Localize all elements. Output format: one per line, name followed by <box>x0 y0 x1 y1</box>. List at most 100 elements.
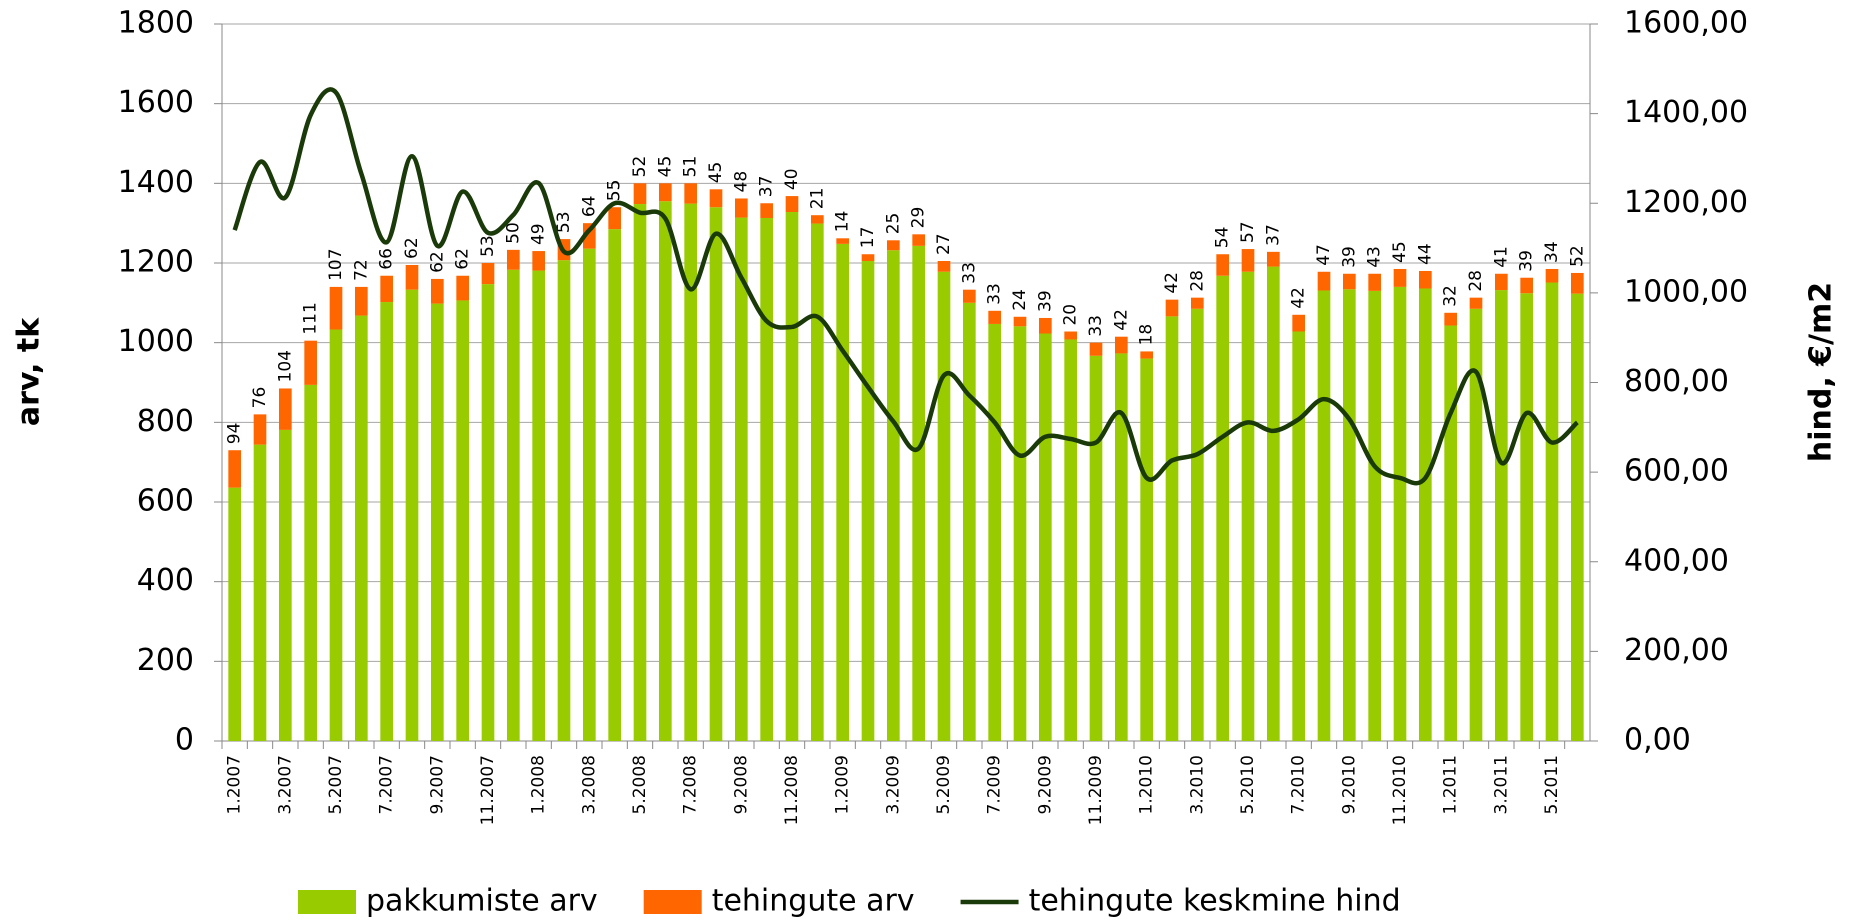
data-label: 28 <box>1466 270 1486 292</box>
bar-segment <box>304 340 317 385</box>
bar-segment <box>1089 355 1103 741</box>
data-label: 55 <box>605 180 625 202</box>
bar-segment <box>1241 249 1255 272</box>
bar-segment <box>709 207 723 741</box>
data-label: 53 <box>554 211 574 233</box>
data-label: 37 <box>757 176 777 198</box>
data-label: 76 <box>250 387 270 409</box>
bar-segment <box>1089 342 1103 356</box>
bar-segment <box>887 250 900 741</box>
bar-segment <box>329 329 343 741</box>
data-label: 45 <box>1390 241 1410 263</box>
y-tick-label: 1400 <box>118 165 194 200</box>
data-label: 44 <box>1415 243 1435 265</box>
data-label: 111 <box>301 302 321 334</box>
bar-segment <box>760 217 773 741</box>
bar-segment <box>456 275 469 301</box>
bar-segment <box>1292 314 1305 332</box>
data-label: 53 <box>478 235 498 257</box>
bar-segment <box>659 183 672 202</box>
y-axis-title: arv, tk <box>12 317 47 426</box>
bar-segment <box>431 303 444 741</box>
y-tick-label: 600 <box>137 484 194 519</box>
x-tick-label: 5.2010 <box>1238 755 1258 814</box>
y-tick-label: 1000 <box>118 324 194 359</box>
y2-tick-label: 800,00 <box>1624 364 1729 399</box>
bar-segment <box>1292 331 1305 741</box>
bar-segment <box>1343 273 1356 290</box>
legend-label: tehingute keskmine hind <box>1029 884 1401 919</box>
bar-segment <box>1013 326 1027 741</box>
bar-segment <box>304 384 317 741</box>
x-tick-label: 9.2008 <box>731 755 751 814</box>
bar-segment <box>431 278 444 304</box>
legend-label: pakkumiste arv <box>366 884 598 919</box>
bar-segment <box>912 245 925 741</box>
data-label: 57 <box>1238 221 1258 243</box>
x-tick-label: 3.2008 <box>579 755 599 814</box>
data-label: 14 <box>833 211 853 233</box>
bar-segment <box>785 212 799 742</box>
y2-tick-label: 0,00 <box>1624 723 1691 758</box>
bar-segment <box>1140 351 1153 359</box>
data-label: 25 <box>883 213 903 235</box>
bar-segment <box>937 261 951 272</box>
x-tick-label: 11.2010 <box>1390 755 1410 825</box>
data-label: 50 <box>503 222 523 244</box>
bar-segment <box>1039 333 1052 741</box>
bar-segment <box>1469 297 1483 309</box>
x-tick-label: 1.2008 <box>529 755 549 814</box>
bar-segment <box>1064 331 1077 340</box>
data-label: 42 <box>1162 272 1182 294</box>
x-tick-label: 5.2009 <box>934 755 954 814</box>
bar-segment <box>937 271 951 741</box>
bar-segment <box>1419 288 1432 741</box>
bar-segment <box>1444 325 1457 741</box>
data-label: 34 <box>1542 241 1562 263</box>
bar-segment <box>1191 308 1204 741</box>
bar-segment <box>887 240 900 251</box>
x-tick-label: 3.2007 <box>275 755 295 814</box>
bar-segment <box>659 201 672 742</box>
bar-segment <box>1368 273 1381 291</box>
bar-segment <box>1571 293 1584 741</box>
bar-segment <box>735 198 748 218</box>
bar-segment <box>1191 297 1204 309</box>
data-label: 33 <box>959 262 979 284</box>
data-label: 62 <box>427 251 447 273</box>
bar-segment <box>329 286 343 330</box>
bar-segment <box>1064 339 1077 741</box>
y-tick-label: 200 <box>137 643 194 678</box>
data-label: 17 <box>858 227 878 249</box>
bar-segment <box>532 270 545 741</box>
y-tick-label: 400 <box>137 563 194 598</box>
data-label: 51 <box>681 156 701 178</box>
data-label: 24 <box>1010 289 1030 311</box>
data-label: 39 <box>1035 290 1055 312</box>
bar-segment <box>228 450 241 488</box>
x-tick-label: 7.2010 <box>1289 755 1309 814</box>
data-label: 48 <box>731 171 751 193</box>
data-label: 52 <box>630 156 650 178</box>
bar-segment <box>481 263 495 285</box>
bar-segment <box>608 207 621 230</box>
bar-segment <box>253 444 267 741</box>
x-tick-label: 3.2010 <box>1187 755 1207 814</box>
bar-segment <box>709 189 723 208</box>
data-label: 37 <box>1263 224 1283 246</box>
bar-segment <box>1419 270 1432 289</box>
bar-segment <box>861 261 875 741</box>
data-label: 42 <box>1111 309 1131 331</box>
x-tick-label: 11.2007 <box>478 755 498 825</box>
bar-segment <box>1545 268 1559 283</box>
data-label: 33 <box>1086 315 1106 337</box>
y2-tick-label: 200,00 <box>1624 633 1729 668</box>
bar-segment <box>1140 358 1153 741</box>
bar-segment <box>279 388 292 430</box>
bar-segment <box>1393 268 1407 287</box>
bar-segment <box>1545 282 1559 741</box>
data-label: 42 <box>1289 287 1309 309</box>
bar-segment <box>988 323 1001 741</box>
data-label: 107 <box>326 248 346 280</box>
